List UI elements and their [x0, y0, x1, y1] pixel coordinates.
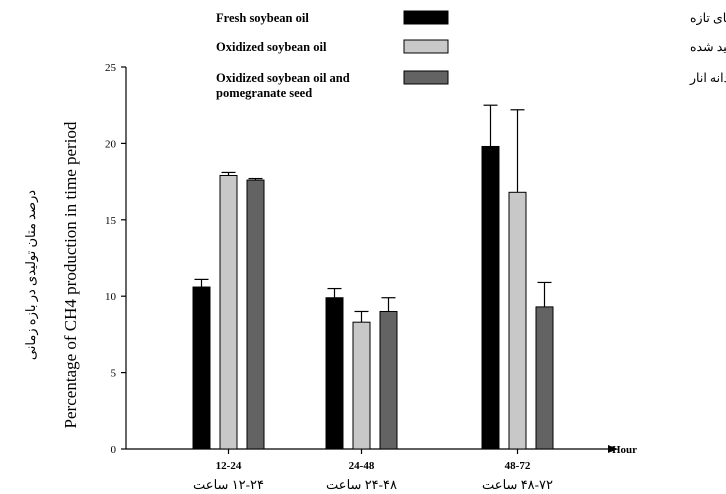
x-category-label: 48-72 [505, 460, 531, 472]
y-tick-label: 10 [105, 291, 117, 303]
bar [219, 174, 238, 450]
legend-label-persian: روغن سویای تازه [690, 11, 726, 26]
bar [379, 310, 398, 450]
y-axis-label-english: Percentage of CH4 production in time per… [61, 121, 80, 428]
legend-label: Oxidized soybean oil and pomegranate seed [216, 71, 350, 100]
bar [325, 297, 344, 450]
legend-label-persian: روغن سویای اکسید شده و دانه انار [689, 71, 726, 86]
legend: Fresh soybean oil روغن سویای تازه Oxidized… [216, 10, 726, 100]
legend-label: Oxidized soybean oil [216, 40, 327, 54]
bar [352, 321, 371, 450]
bar [535, 306, 554, 450]
x-category-label-persian: ۲۴-۴۸ ساعت [326, 477, 397, 492]
y-tick-label: 0 [111, 444, 117, 456]
x-category-label: 12-24 [216, 460, 242, 472]
x-axis-unit-label: Hour [612, 444, 637, 456]
legend-swatch [403, 39, 449, 54]
bar [508, 191, 527, 450]
y-axis: 0 5 10 15 20 25 [105, 62, 127, 456]
x-category-label: 24-48 [349, 460, 375, 472]
x-category-label-persian: ۴۸-۷۲ ساعت [482, 477, 553, 492]
bar [481, 145, 500, 450]
x-axis: Hour 12-24 ۱۲-۲۴ ساعت 24-48 ۲۴-۴۸ ساعت 48-72 ۴… [126, 444, 637, 492]
y-tick-label: 15 [105, 215, 117, 227]
legend-swatch [403, 10, 449, 25]
bar [246, 179, 265, 450]
legend-label-persian: روغن سویای اکسید شده [690, 40, 726, 55]
y-axis-label-persian: درصد متان تولیدی در بازه زمانی [23, 190, 39, 360]
y-tick-label: 5 [111, 368, 117, 380]
bars [192, 104, 554, 450]
y-tick-label: 20 [105, 138, 117, 150]
x-axis-arrowhead [608, 445, 618, 453]
bar [192, 286, 211, 450]
legend-label: Fresh soybean oil [216, 11, 309, 25]
y-tick-label: 25 [105, 62, 117, 74]
x-category-label-persian: ۱۲-۲۴ ساعت [193, 477, 264, 492]
legend-swatch [403, 70, 449, 85]
